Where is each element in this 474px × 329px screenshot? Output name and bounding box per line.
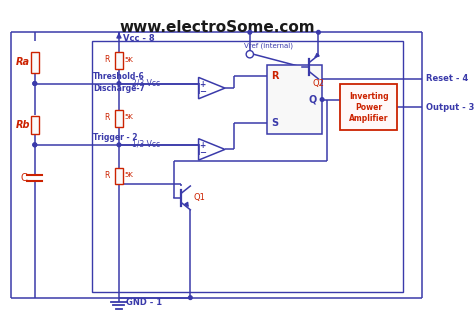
Circle shape (317, 31, 320, 34)
Bar (115, 168, 123, 184)
Text: 1/3 Vcc: 1/3 Vcc (132, 139, 160, 148)
Text: Threshold-6: Threshold-6 (93, 72, 145, 81)
Bar (91, 41, 402, 292)
Circle shape (117, 143, 121, 147)
Text: Q2: Q2 (313, 79, 325, 88)
Text: R: R (104, 55, 110, 64)
Text: 5K: 5K (125, 57, 133, 63)
Text: +: + (199, 141, 205, 150)
Text: Q: Q (309, 94, 317, 105)
Text: 5K: 5K (125, 172, 133, 178)
Bar (31, 115, 39, 134)
Circle shape (33, 82, 36, 85)
Circle shape (189, 296, 192, 299)
Circle shape (33, 143, 36, 147)
Text: Output - 3: Output - 3 (426, 103, 474, 112)
Text: www.electroSome.com: www.electroSome.com (119, 20, 315, 36)
Text: −: − (199, 87, 206, 96)
Text: C: C (20, 173, 27, 183)
Circle shape (248, 31, 252, 34)
Text: R: R (104, 170, 110, 180)
Text: Vcc - 8: Vcc - 8 (123, 34, 154, 43)
Text: S: S (271, 118, 278, 128)
Text: +: + (199, 80, 205, 89)
Bar (31, 52, 39, 72)
Circle shape (33, 82, 36, 85)
Text: GND - 1: GND - 1 (126, 298, 163, 307)
Text: 2/3 Vcc: 2/3 Vcc (132, 78, 160, 87)
Bar (115, 110, 123, 127)
Bar (267, 65, 322, 134)
Text: Q1: Q1 (193, 193, 205, 202)
Text: −: − (199, 148, 206, 158)
Circle shape (33, 143, 36, 147)
Text: R: R (271, 71, 278, 81)
Text: Trigger - 2: Trigger - 2 (93, 133, 138, 142)
Text: Reset - 4: Reset - 4 (426, 74, 468, 84)
Circle shape (117, 82, 121, 85)
Bar (340, 85, 397, 130)
Text: R: R (104, 113, 110, 122)
Bar (115, 52, 123, 69)
Text: Vref (internal): Vref (internal) (244, 42, 293, 49)
Text: Rb: Rb (16, 120, 30, 130)
Text: Ra: Ra (16, 58, 30, 67)
Text: Inverting
Power
Amplifier: Inverting Power Amplifier (349, 92, 389, 123)
Text: Discharge-7: Discharge-7 (93, 85, 145, 93)
Circle shape (320, 98, 324, 101)
Text: 5K: 5K (125, 114, 133, 120)
